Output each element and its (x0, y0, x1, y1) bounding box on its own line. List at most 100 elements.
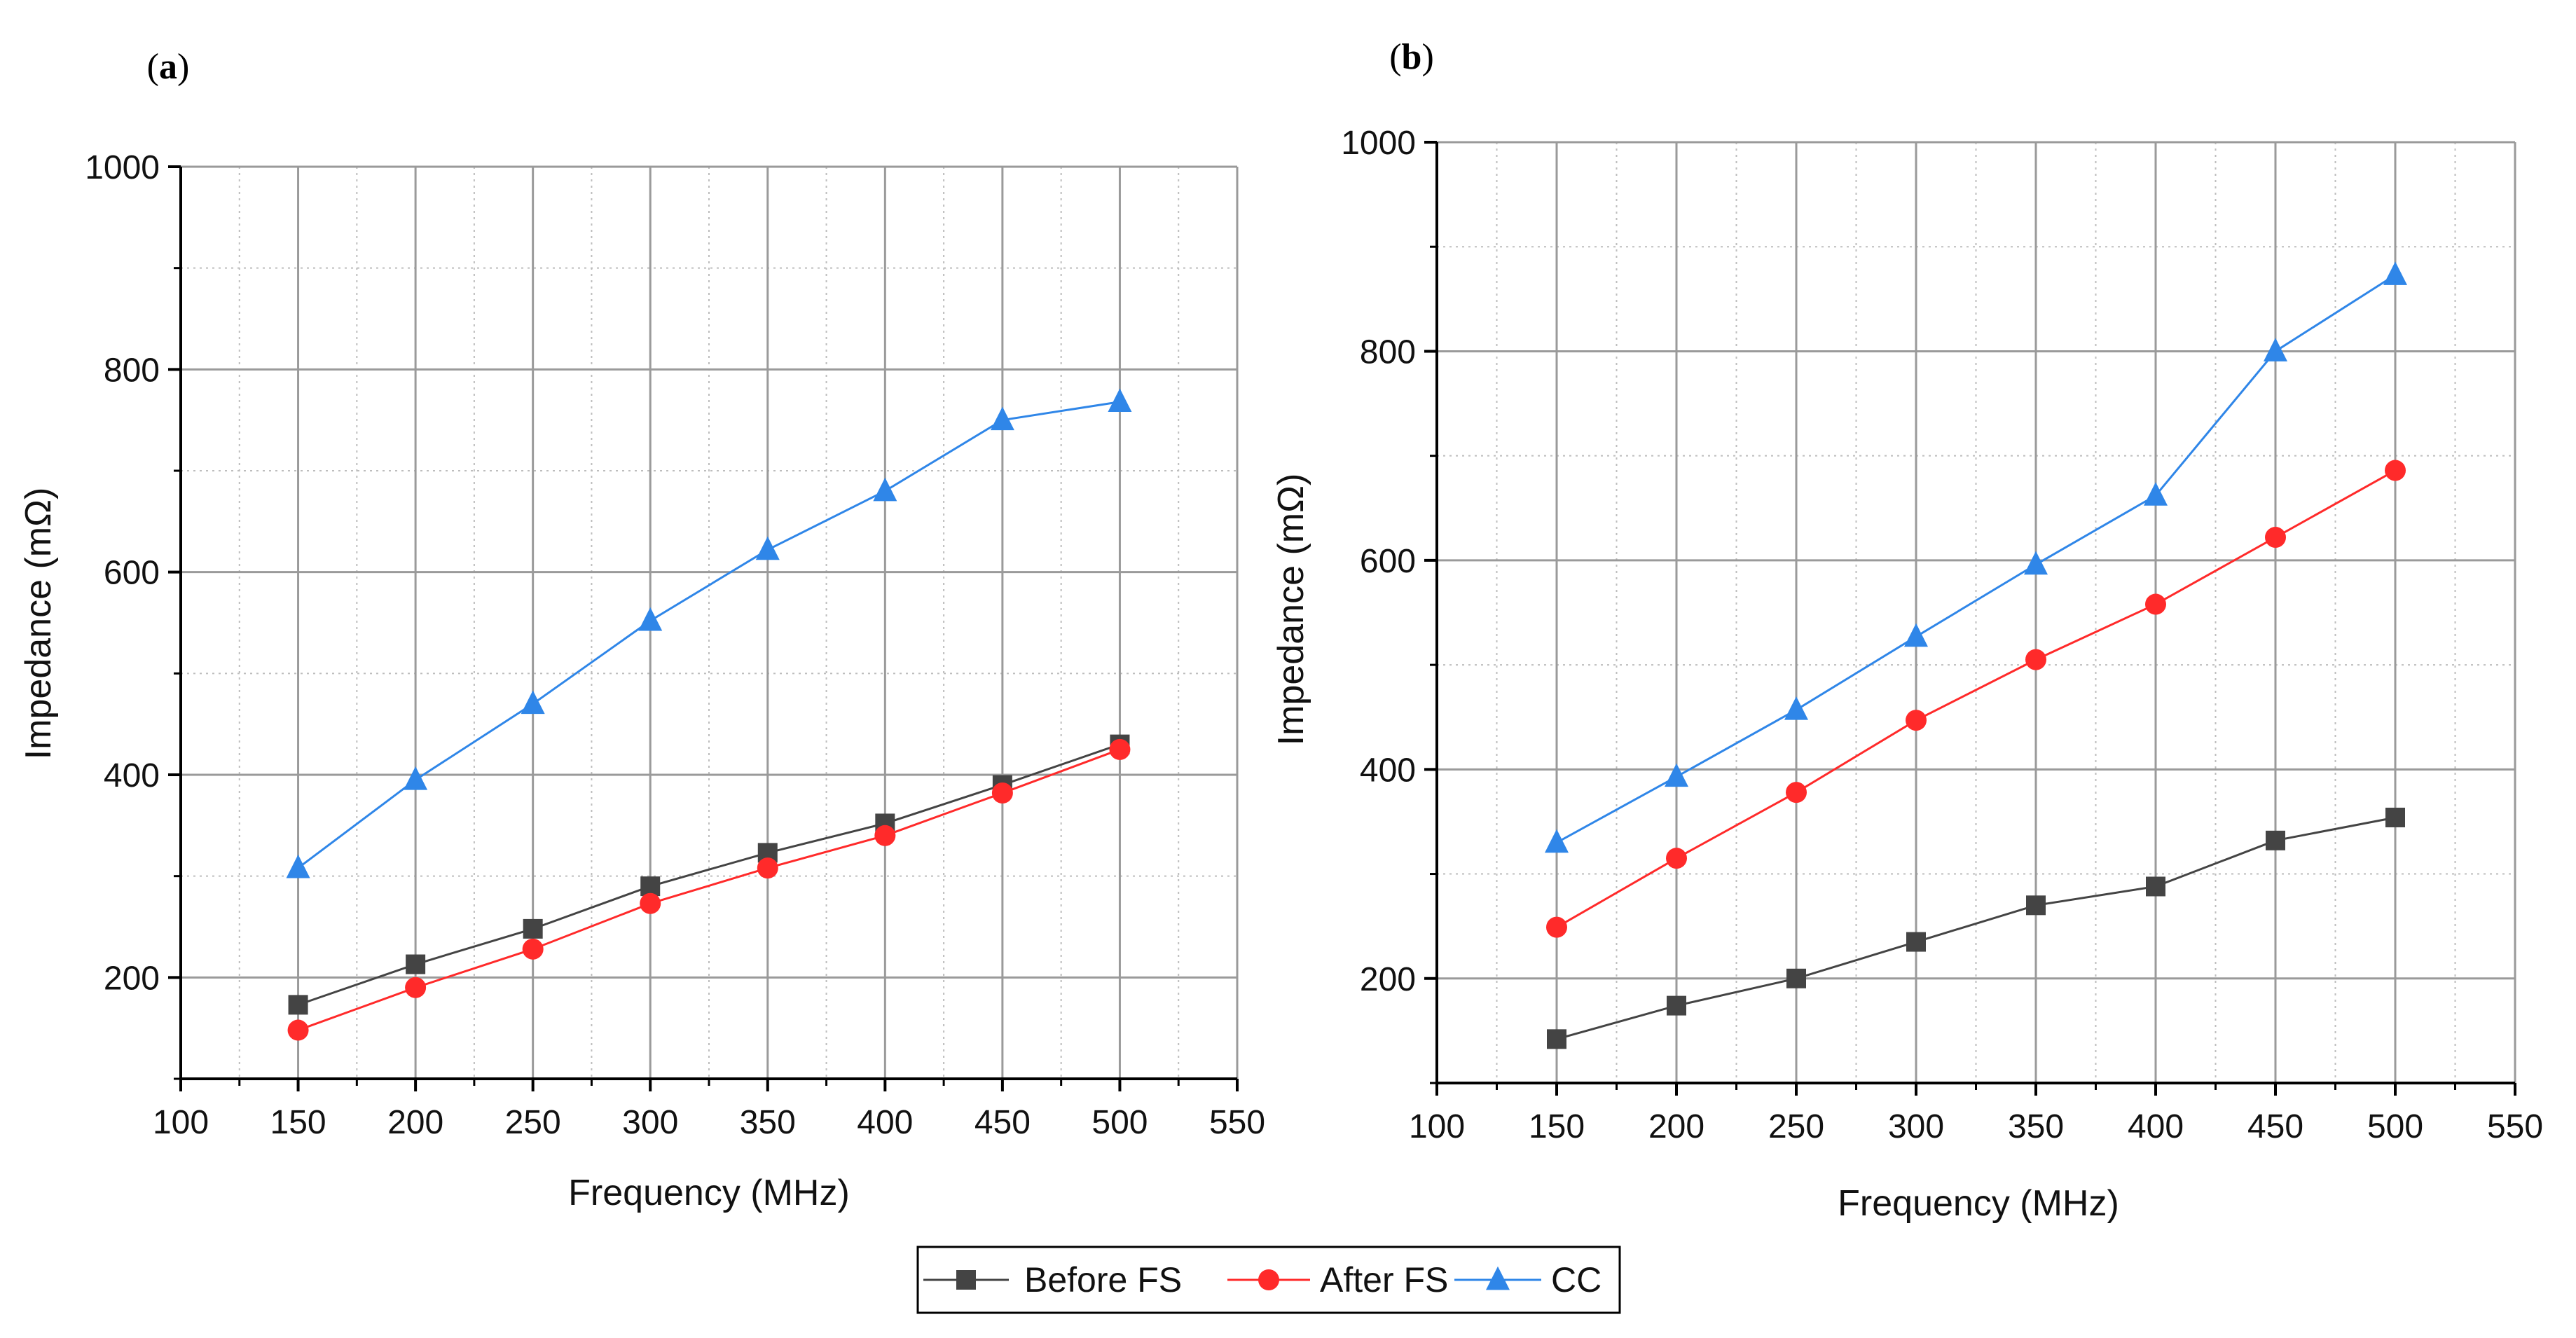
data-point (1906, 710, 1927, 731)
x-tick-label: 350 (740, 1104, 796, 1141)
x-tick-label: 150 (270, 1104, 326, 1141)
legend-entry-cc: CC (1454, 1260, 1602, 1299)
data-point (1547, 1029, 1566, 1049)
series-line (1556, 274, 2396, 844)
panel-label-open: ( (147, 47, 159, 87)
series-line (1556, 469, 2396, 928)
x-tick-label: 250 (1768, 1108, 1824, 1145)
x-axis-title: Frequency (MHz) (568, 1173, 850, 1213)
data-point (1667, 995, 1686, 1016)
series-line (298, 743, 1120, 1006)
data-point (1784, 696, 1808, 720)
data-point (1786, 968, 1806, 988)
panel-label-letter: b (1402, 37, 1422, 77)
y-tick-label: 400 (1360, 752, 1416, 789)
y-axis-title: Impedance (mΩ) (1271, 474, 1311, 746)
data-point (1904, 623, 1928, 647)
legend-marker (956, 1270, 976, 1290)
data-point (1108, 388, 1132, 413)
x-tick-label: 350 (2008, 1108, 2064, 1145)
legend-label: CC (1551, 1260, 1602, 1299)
x-tick-label: 550 (1209, 1104, 1265, 1141)
x-tick-label: 400 (857, 1104, 913, 1141)
y-tick-label: 200 (104, 960, 160, 997)
data-point (1545, 829, 1569, 853)
x-tick-label: 450 (974, 1104, 1031, 1141)
data-point (640, 892, 661, 914)
panel-label: (b) (1389, 37, 1434, 77)
y-tick-label: 400 (104, 757, 160, 794)
x-tick-label: 100 (1409, 1108, 1465, 1145)
x-tick-label: 400 (2128, 1108, 2184, 1145)
data-point (2383, 261, 2407, 285)
series-line (1556, 816, 2396, 1040)
y-tick-label: 800 (1360, 333, 1416, 371)
series-after-fs (287, 738, 1131, 1041)
x-axis-title: Frequency (MHz) (1838, 1183, 2119, 1224)
x-tick-label: 500 (1091, 1104, 1148, 1141)
data-point (2025, 649, 2046, 670)
series-before-fs (1547, 807, 2405, 1049)
y-tick-label: 600 (104, 555, 160, 592)
legend: Before FS After FS CC (916, 1246, 1621, 1314)
series-cc (286, 388, 1132, 878)
data-point (287, 1019, 309, 1041)
y-tick-label: 800 (104, 352, 160, 389)
x-tick-label: 150 (1529, 1108, 1585, 1145)
panel-label-close: ) (177, 47, 189, 87)
legend-entry-after-fs: After FS (1227, 1260, 1448, 1299)
data-point (1786, 782, 1807, 804)
data-point (873, 477, 897, 502)
data-point (1666, 848, 1687, 869)
data-point (405, 977, 427, 998)
data-point (2385, 460, 2406, 481)
data-point (288, 995, 308, 1015)
data-point (2026, 895, 2046, 916)
data-point (2024, 551, 2048, 575)
y-tick-label: 600 (1360, 543, 1416, 580)
x-tick-label: 250 (505, 1104, 561, 1141)
legend-label: Before FS (1024, 1260, 1182, 1299)
minor-grid (181, 167, 1237, 1079)
data-point (1546, 916, 1567, 938)
series-after-fs (1546, 460, 2406, 938)
panel-label: (a) (147, 47, 190, 87)
series-line (298, 748, 1120, 1031)
series-cc (1545, 261, 2407, 853)
data-point (757, 857, 778, 879)
data-point (990, 406, 1014, 431)
data-point (874, 825, 896, 846)
data-point (640, 876, 661, 897)
x-tick-label: 100 (153, 1104, 209, 1141)
x-tick-label: 450 (2247, 1108, 2303, 1145)
data-point (1665, 763, 1688, 787)
panel-a: 100 150 200 250 300 350 400 450 500 550 200 400 600 8… (18, 47, 1265, 1213)
x-tick-label: 200 (1648, 1108, 1704, 1145)
major-grid (1437, 141, 2516, 1083)
data-point (286, 854, 310, 878)
y-axis-title: Impedance (mΩ) (18, 488, 59, 760)
x-tick-label: 300 (1888, 1108, 1944, 1145)
panel-label-letter: a (159, 47, 177, 87)
legend-label: After FS (1320, 1260, 1448, 1299)
y-tick-label: 200 (1360, 961, 1416, 998)
panel-label-close: ) (1421, 37, 1433, 77)
y-tick-label: 1000 (1341, 125, 1416, 162)
minor-grid (1437, 142, 2515, 1083)
data-point (2266, 830, 2285, 850)
data-point (523, 918, 543, 939)
x-tick-label: 500 (2367, 1108, 2423, 1145)
legend-entry-before-fs: Before FS (923, 1260, 1182, 1299)
major-grid (181, 165, 1239, 1079)
data-point (2264, 338, 2287, 361)
series-line (297, 401, 1120, 869)
data-point (522, 938, 544, 960)
data-point (1906, 932, 1926, 952)
x-tick-label: 550 (2487, 1108, 2543, 1145)
data-point (2146, 876, 2165, 897)
panel-b: 100 150 200 250 300 350 400 450 500 550 200 400 600 8… (1271, 37, 2543, 1224)
x-tick-label: 300 (622, 1104, 678, 1141)
legend-marker (1258, 1269, 1279, 1290)
data-point (1109, 738, 1131, 760)
